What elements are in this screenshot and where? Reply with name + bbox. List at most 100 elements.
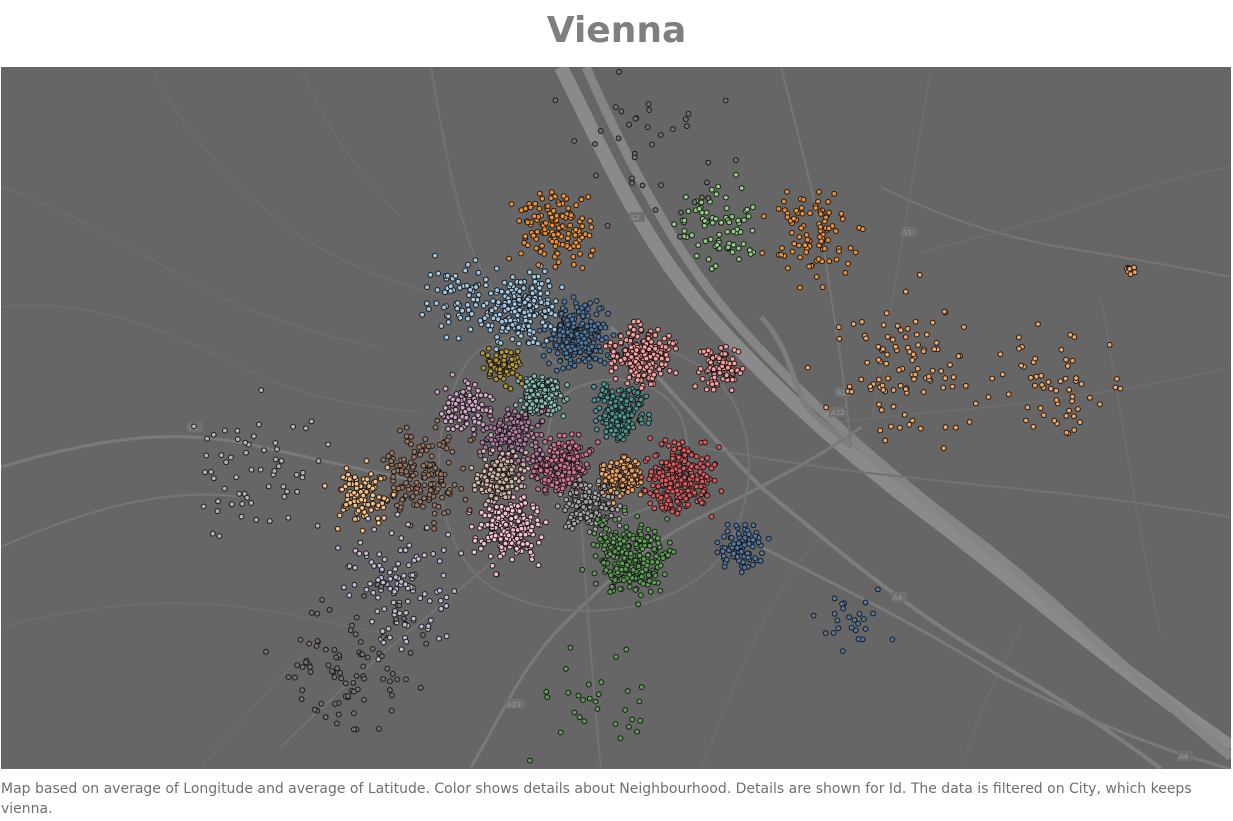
listing-point[interactable]	[684, 123, 690, 129]
listing-point[interactable]	[724, 528, 731, 535]
listing-point[interactable]	[644, 562, 650, 569]
listing-point[interactable]	[840, 605, 847, 612]
listing-point[interactable]	[655, 483, 662, 490]
listing-point[interactable]	[838, 210, 845, 217]
listing-point[interactable]	[733, 157, 739, 163]
listing-point[interactable]	[488, 436, 495, 443]
listing-point[interactable]	[582, 329, 588, 335]
listing-point[interactable]	[699, 376, 706, 382]
listing-point[interactable]	[626, 121, 632, 128]
listing-point[interactable]	[735, 245, 742, 252]
listing-point[interactable]	[470, 296, 477, 303]
listing-point[interactable]	[537, 467, 544, 474]
listing-point[interactable]	[602, 534, 609, 541]
listing-point[interactable]	[504, 483, 511, 490]
listing-point[interactable]	[622, 428, 629, 435]
listing-point[interactable]	[705, 461, 711, 468]
listing-point[interactable]	[626, 571, 633, 578]
listing-point[interactable]	[540, 352, 547, 359]
listing-point[interactable]	[902, 288, 909, 295]
listing-point[interactable]	[817, 211, 824, 217]
listing-point[interactable]	[1018, 362, 1025, 369]
listing-point[interactable]	[633, 541, 639, 548]
listing-point[interactable]	[494, 458, 501, 465]
listing-point[interactable]	[728, 367, 735, 374]
listing-point[interactable]	[501, 353, 508, 360]
listing-point[interactable]	[229, 501, 235, 508]
listing-point[interactable]	[627, 550, 634, 557]
listing-point[interactable]	[387, 634, 393, 641]
listing-point[interactable]	[365, 501, 372, 508]
listing-point[interactable]	[815, 256, 822, 263]
listing-point[interactable]	[645, 420, 652, 427]
listing-point[interactable]	[638, 416, 644, 423]
listing-point[interactable]	[343, 501, 350, 508]
listing-point[interactable]	[559, 343, 566, 350]
listing-point[interactable]	[586, 695, 593, 702]
listing-point[interactable]	[434, 389, 441, 395]
listing-point[interactable]	[894, 323, 901, 329]
listing-point[interactable]	[709, 220, 716, 226]
listing-point[interactable]	[664, 356, 671, 363]
listing-point[interactable]	[559, 223, 566, 230]
listing-point[interactable]	[669, 455, 676, 462]
listing-point[interactable]	[523, 426, 530, 433]
listing-point[interactable]	[618, 357, 624, 364]
listing-point[interactable]	[515, 433, 522, 439]
listing-point[interactable]	[593, 500, 599, 507]
listing-point[interactable]	[470, 406, 477, 413]
listing-point[interactable]	[552, 312, 559, 319]
listing-point[interactable]	[554, 250, 561, 257]
listing-point[interactable]	[659, 473, 666, 480]
listing-point[interactable]	[542, 476, 548, 483]
listing-point[interactable]	[802, 242, 808, 249]
listing-point[interactable]	[607, 399, 614, 406]
listing-point[interactable]	[1097, 401, 1103, 408]
listing-point[interactable]	[686, 492, 693, 499]
listing-point[interactable]	[729, 376, 736, 383]
listing-point[interactable]	[516, 508, 523, 515]
listing-point[interactable]	[454, 305, 461, 312]
listing-point[interactable]	[570, 294, 577, 301]
listing-point[interactable]	[406, 542, 413, 549]
listing-point[interactable]	[723, 556, 730, 563]
listing-point[interactable]	[334, 525, 341, 532]
listing-point[interactable]	[713, 191, 720, 198]
listing-point[interactable]	[623, 646, 630, 653]
listing-point[interactable]	[617, 735, 624, 742]
listing-point[interactable]	[575, 243, 582, 250]
listing-point[interactable]	[515, 457, 522, 464]
listing-point[interactable]	[860, 226, 866, 233]
listing-point[interactable]	[218, 452, 225, 459]
listing-point[interactable]	[864, 359, 871, 366]
listing-point[interactable]	[341, 584, 347, 591]
listing-point[interactable]	[524, 219, 531, 226]
listing-point[interactable]	[636, 698, 643, 705]
listing-point[interactable]	[561, 298, 568, 305]
listing-point[interactable]	[592, 355, 599, 362]
listing-point[interactable]	[807, 210, 813, 217]
listing-point[interactable]	[447, 283, 454, 290]
listing-point[interactable]	[1028, 374, 1034, 381]
listing-point[interactable]	[647, 435, 653, 442]
listing-point[interactable]	[523, 449, 529, 456]
listing-point[interactable]	[350, 688, 357, 695]
listing-point[interactable]	[816, 234, 823, 240]
listing-point[interactable]	[602, 542, 608, 549]
listing-point[interactable]	[361, 593, 367, 599]
listing-point[interactable]	[718, 488, 725, 495]
listing-point[interactable]	[685, 111, 692, 117]
listing-point[interactable]	[488, 361, 494, 368]
listing-point[interactable]	[1024, 404, 1031, 411]
listing-point[interactable]	[468, 465, 475, 471]
listing-point[interactable]	[487, 553, 494, 560]
listing-point[interactable]	[598, 392, 604, 398]
listing-point[interactable]	[285, 674, 292, 680]
listing-point[interactable]	[445, 319, 452, 326]
listing-point[interactable]	[488, 432, 494, 438]
listing-point[interactable]	[730, 550, 737, 557]
listing-point[interactable]	[1039, 382, 1045, 388]
listing-point[interactable]	[536, 205, 543, 212]
listing-point[interactable]	[599, 337, 605, 343]
listing-point[interactable]	[370, 500, 376, 507]
